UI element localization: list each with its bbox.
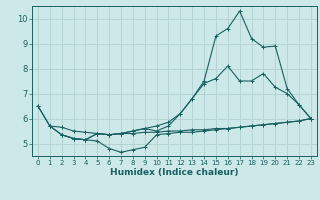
X-axis label: Humidex (Indice chaleur): Humidex (Indice chaleur) — [110, 168, 239, 177]
